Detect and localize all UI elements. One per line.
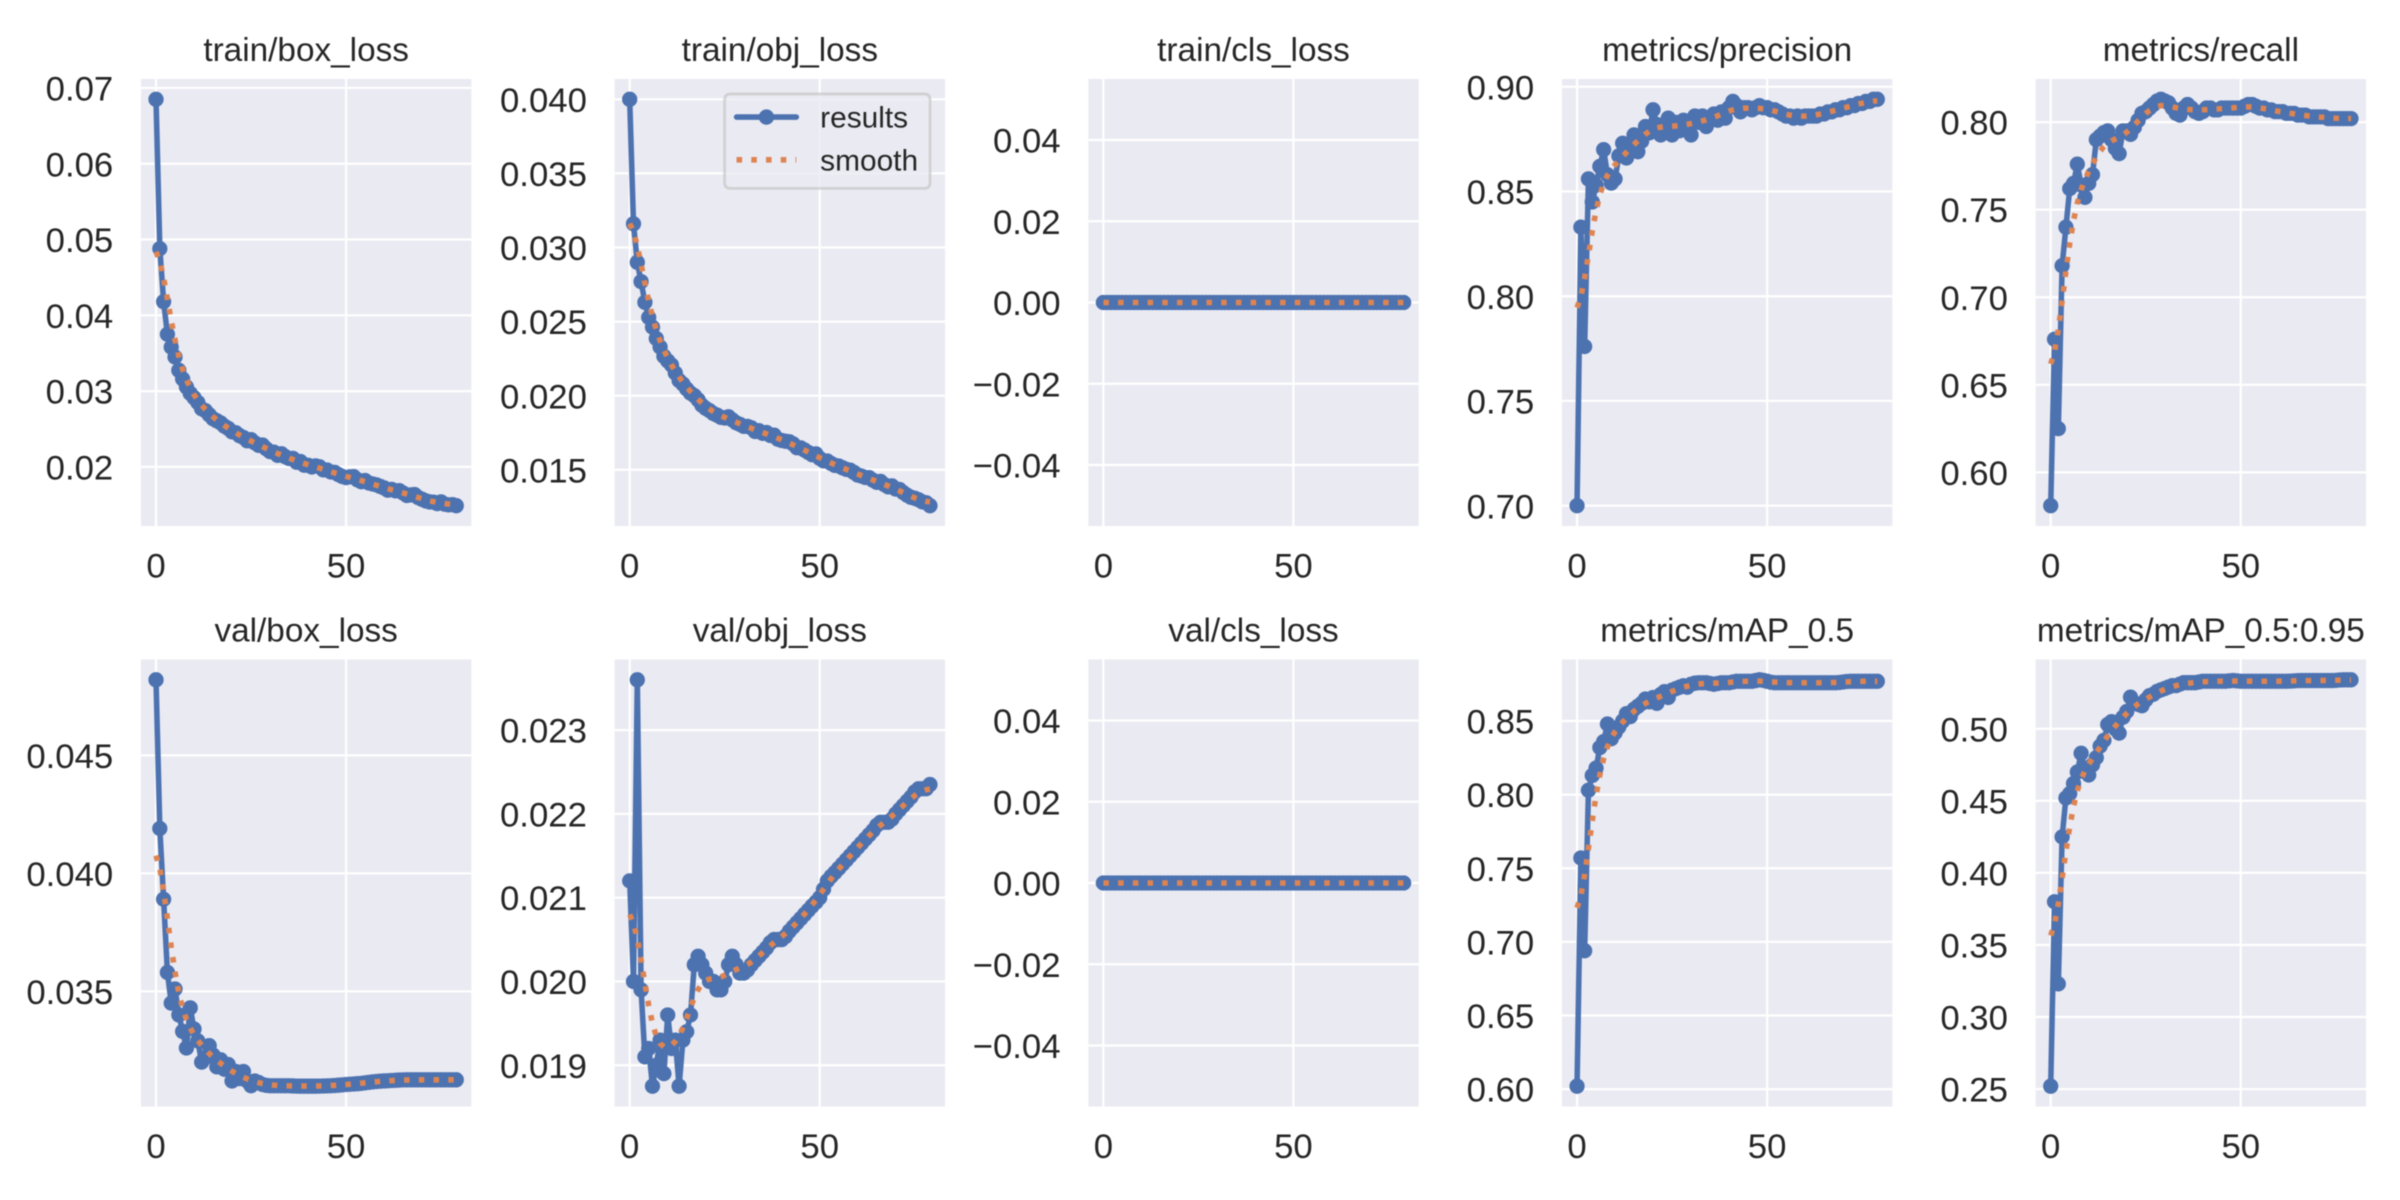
svg-text:0.25: 0.25 xyxy=(1940,1072,2008,1110)
svg-text:50: 50 xyxy=(2221,1128,2260,1166)
svg-text:0.04: 0.04 xyxy=(993,123,1061,161)
svg-text:0.60: 0.60 xyxy=(1940,455,2008,493)
svg-text:0.60: 0.60 xyxy=(1467,1072,1535,1110)
svg-text:0.75: 0.75 xyxy=(1467,851,1535,889)
svg-text:0.020: 0.020 xyxy=(500,378,587,416)
svg-text:0.030: 0.030 xyxy=(500,230,587,268)
svg-text:0.04: 0.04 xyxy=(46,298,114,336)
svg-text:0: 0 xyxy=(1094,548,1113,586)
svg-text:0.025: 0.025 xyxy=(500,304,587,342)
svg-text:0: 0 xyxy=(1567,1128,1586,1166)
svg-text:0.65: 0.65 xyxy=(1940,367,2008,405)
svg-text:0.30: 0.30 xyxy=(1940,1000,2008,1038)
svg-text:0.80: 0.80 xyxy=(1940,105,2008,143)
svg-text:0.02: 0.02 xyxy=(46,449,114,487)
svg-text:metrics/precision: metrics/precision xyxy=(1602,32,1852,69)
svg-text:0.40: 0.40 xyxy=(1940,855,2008,893)
svg-text:train/cls_loss: train/cls_loss xyxy=(1157,32,1350,69)
svg-text:smooth: smooth xyxy=(820,144,918,177)
svg-text:val/box_loss: val/box_loss xyxy=(214,613,397,650)
svg-text:0.04: 0.04 xyxy=(993,703,1061,741)
svg-text:0: 0 xyxy=(146,548,165,586)
svg-text:0.021: 0.021 xyxy=(500,880,587,918)
svg-text:50: 50 xyxy=(2221,548,2260,586)
svg-text:0.80: 0.80 xyxy=(1467,279,1535,317)
svg-text:0.035: 0.035 xyxy=(500,156,587,194)
svg-text:0.85: 0.85 xyxy=(1467,704,1535,742)
svg-text:0.75: 0.75 xyxy=(1940,192,2008,230)
svg-text:0.040: 0.040 xyxy=(26,856,113,894)
svg-text:50: 50 xyxy=(800,1128,839,1166)
svg-text:0.90: 0.90 xyxy=(1467,69,1535,107)
svg-text:50: 50 xyxy=(1274,1128,1313,1166)
svg-text:0.70: 0.70 xyxy=(1467,488,1535,526)
svg-text:50: 50 xyxy=(800,548,839,586)
svg-text:0.85: 0.85 xyxy=(1467,174,1535,212)
svg-text:50: 50 xyxy=(1748,548,1787,586)
svg-text:0.75: 0.75 xyxy=(1467,384,1535,422)
svg-text:0: 0 xyxy=(2041,1128,2060,1166)
svg-text:0.05: 0.05 xyxy=(46,222,114,260)
svg-text:0.65: 0.65 xyxy=(1467,998,1535,1036)
svg-text:0: 0 xyxy=(620,548,639,586)
svg-text:0.03: 0.03 xyxy=(46,374,114,412)
svg-text:train/obj_loss: train/obj_loss xyxy=(682,32,878,69)
svg-text:0.02: 0.02 xyxy=(993,784,1061,822)
svg-text:0.019: 0.019 xyxy=(500,1048,587,1086)
svg-text:−0.02: −0.02 xyxy=(973,947,1061,985)
svg-text:val/obj_loss: val/obj_loss xyxy=(693,613,867,650)
svg-text:0.35: 0.35 xyxy=(1940,928,2008,966)
svg-text:0.020: 0.020 xyxy=(500,964,587,1002)
svg-text:0.045: 0.045 xyxy=(26,738,113,776)
svg-text:50: 50 xyxy=(327,1128,366,1166)
svg-text:0.02: 0.02 xyxy=(993,204,1061,242)
svg-text:50: 50 xyxy=(1748,1128,1787,1166)
svg-text:0.07: 0.07 xyxy=(46,71,114,109)
svg-text:0.70: 0.70 xyxy=(1940,280,2008,318)
svg-text:0.45: 0.45 xyxy=(1940,783,2008,821)
svg-text:0: 0 xyxy=(1567,548,1586,586)
svg-text:0.040: 0.040 xyxy=(500,82,587,120)
svg-text:0.00: 0.00 xyxy=(993,866,1061,904)
svg-text:−0.04: −0.04 xyxy=(973,1028,1061,1066)
svg-text:0.035: 0.035 xyxy=(26,974,113,1012)
svg-text:0.80: 0.80 xyxy=(1467,777,1535,815)
svg-text:results: results xyxy=(820,102,908,135)
svg-text:50: 50 xyxy=(1274,548,1313,586)
svg-text:metrics/recall: metrics/recall xyxy=(2103,32,2299,69)
svg-text:metrics/mAP_0.5: metrics/mAP_0.5 xyxy=(1600,613,1854,650)
svg-text:0: 0 xyxy=(620,1128,639,1166)
svg-text:0.06: 0.06 xyxy=(46,146,114,184)
svg-text:0: 0 xyxy=(2041,548,2060,586)
svg-text:−0.02: −0.02 xyxy=(973,366,1061,404)
svg-text:0.00: 0.00 xyxy=(993,285,1061,323)
svg-text:0.023: 0.023 xyxy=(500,713,587,751)
svg-text:metrics/mAP_0.5:0.95: metrics/mAP_0.5:0.95 xyxy=(2037,613,2365,650)
svg-text:0: 0 xyxy=(146,1128,165,1166)
svg-text:0.022: 0.022 xyxy=(500,796,587,834)
svg-text:val/cls_loss: val/cls_loss xyxy=(1168,613,1338,650)
svg-text:0.70: 0.70 xyxy=(1467,924,1535,962)
svg-text:0: 0 xyxy=(1094,1128,1113,1166)
svg-text:0.015: 0.015 xyxy=(500,452,587,490)
svg-text:train/box_loss: train/box_loss xyxy=(203,32,409,69)
svg-text:0.50: 0.50 xyxy=(1940,711,2008,749)
svg-text:−0.04: −0.04 xyxy=(973,448,1061,486)
svg-text:50: 50 xyxy=(327,548,366,586)
